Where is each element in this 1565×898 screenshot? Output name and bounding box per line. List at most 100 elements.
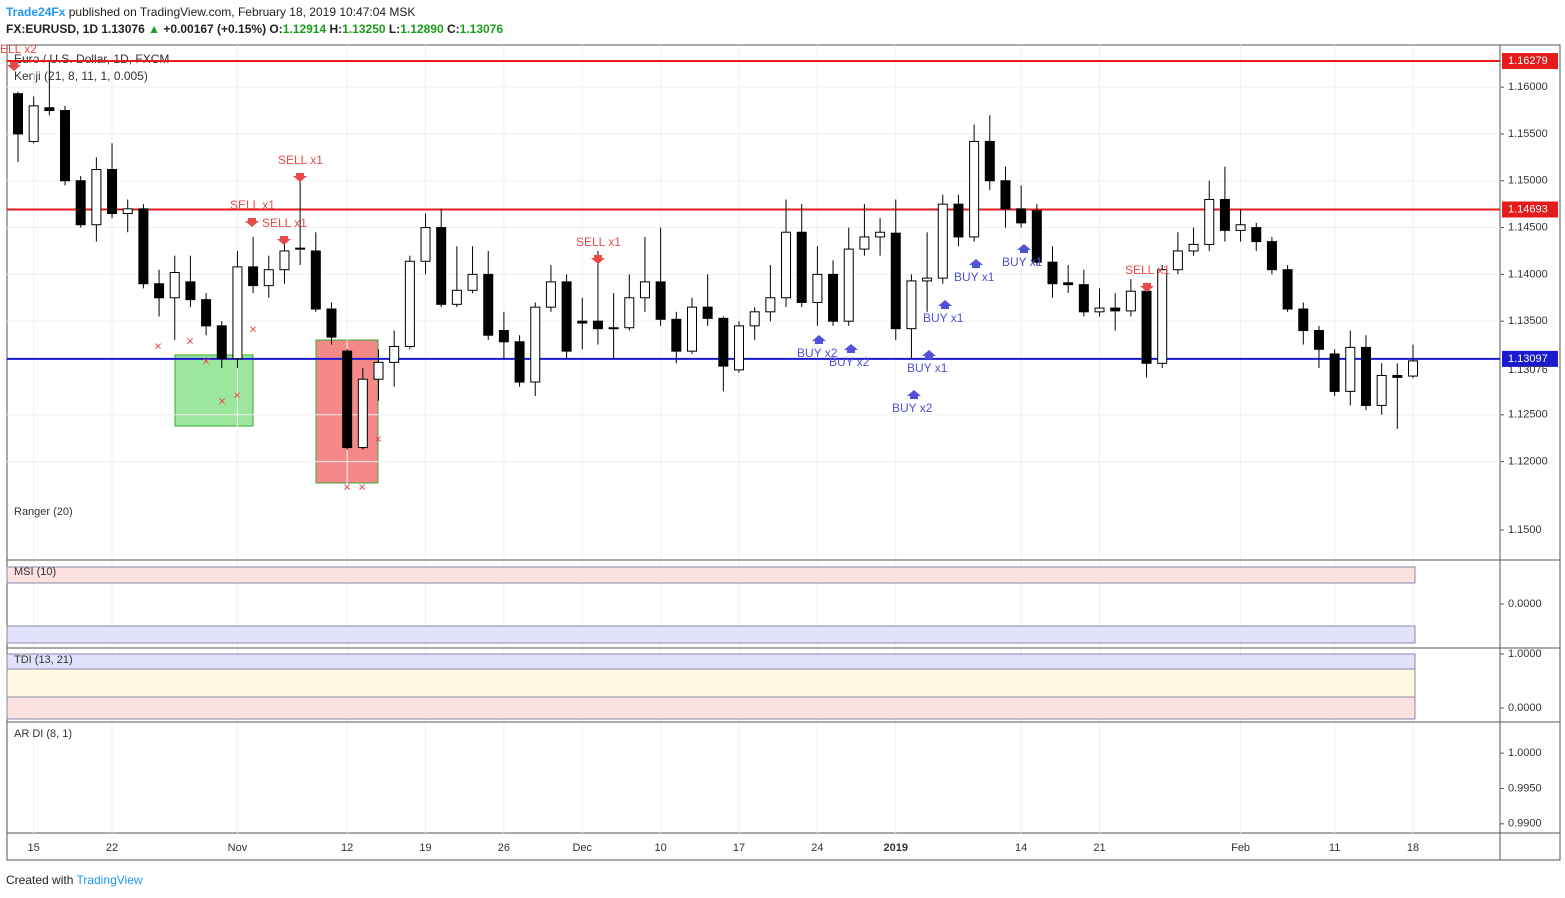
signal-label: BUY x1 xyxy=(923,311,964,325)
candle-body xyxy=(1266,241,1277,271)
candle-body xyxy=(420,227,431,262)
candle-body xyxy=(875,231,886,238)
candle-body xyxy=(357,378,368,449)
candle-body xyxy=(655,281,666,320)
candle-body xyxy=(138,208,149,285)
x-tick-label: 22 xyxy=(106,842,118,854)
x-tick-label: 10 xyxy=(655,842,667,854)
candle-body xyxy=(326,308,337,338)
y-tick-label: 0.0000 xyxy=(1508,702,1542,714)
signal-label: BUY x2 xyxy=(892,401,933,415)
cross-mark: × xyxy=(233,387,241,402)
ohlc-label: H: xyxy=(329,22,343,36)
candle-body xyxy=(1345,346,1356,392)
candle-body xyxy=(1000,180,1011,210)
indicator-title: Kenji (21, 8, 11, 1, 0.005) xyxy=(14,69,148,83)
level-label: 1.13097 xyxy=(1508,353,1548,365)
last-price-label: 1.13076 xyxy=(1508,364,1548,376)
candle-body xyxy=(310,250,321,310)
x-tick-label: 17 xyxy=(733,842,745,854)
signal-label: SELL x2 xyxy=(0,42,37,56)
y-tick-label: 1.0000 xyxy=(1508,747,1542,759)
cross-mark: × xyxy=(343,479,351,494)
level-label: 1.16279 xyxy=(1508,55,1548,67)
y-tick-label: 1.13500 xyxy=(1508,315,1548,327)
candle-body xyxy=(1313,330,1324,350)
ohlc-label: C: xyxy=(446,22,460,36)
x-tick-label: Feb xyxy=(1231,842,1250,854)
candle-body xyxy=(1141,290,1152,364)
candle-body xyxy=(561,281,572,352)
level-label-bg xyxy=(1502,201,1558,218)
ohlc-value: 1.12890 xyxy=(400,22,444,36)
candle-body xyxy=(906,280,917,330)
signal-arrow xyxy=(1017,244,1031,253)
candle-body xyxy=(592,320,603,330)
candle-body xyxy=(169,272,180,299)
candle-body xyxy=(953,203,964,238)
candle-body xyxy=(28,105,39,142)
candle-body xyxy=(781,231,792,299)
panel-band xyxy=(6,625,1416,644)
symbol: FX:EURUSD, 1D xyxy=(6,22,99,36)
signal-label: BUY x2 xyxy=(829,355,870,369)
candle-body xyxy=(1188,243,1199,252)
candle-body xyxy=(1251,227,1262,243)
candle-body xyxy=(1408,360,1418,377)
candle-body xyxy=(671,318,682,352)
candle-body xyxy=(639,281,650,299)
signal-label: SELL x1 xyxy=(262,216,307,230)
candle-body xyxy=(686,306,697,352)
panel-title: Ranger (20) xyxy=(14,506,73,518)
candle-body xyxy=(843,248,854,322)
signal-label: SELL x1 xyxy=(278,153,323,167)
candle-body xyxy=(1063,282,1074,286)
candle-body xyxy=(765,297,776,313)
y-tick-label: 0.9950 xyxy=(1508,782,1542,794)
candle-body xyxy=(828,273,839,322)
signal-label: SELL x1 xyxy=(230,198,275,212)
ohlc-label: O: xyxy=(269,22,283,36)
candle-body xyxy=(1110,307,1121,312)
candle-body xyxy=(1360,346,1371,406)
zone-box xyxy=(174,354,254,427)
candle-body xyxy=(1376,374,1387,406)
candle-body xyxy=(969,140,980,238)
panel-band xyxy=(6,566,1416,584)
signal-arrow xyxy=(812,335,826,344)
created: Created with xyxy=(6,873,74,887)
candle-body xyxy=(232,266,243,360)
published: published on TradingView.com, February 1… xyxy=(68,5,416,19)
signal-arrow xyxy=(1140,283,1154,292)
candle-body xyxy=(577,320,588,324)
brand: TradingView xyxy=(76,873,143,887)
candle-body xyxy=(436,227,447,305)
ohlc-value: 1.12914 xyxy=(282,22,327,36)
x-tick-label: 19 xyxy=(419,842,431,854)
x-tick-label: 21 xyxy=(1093,842,1105,854)
candle-body xyxy=(1078,284,1089,313)
cross-mark: × xyxy=(186,333,194,348)
panel-band xyxy=(6,653,1416,670)
candle-body xyxy=(1204,198,1215,245)
y-tick-label: 1.15500 xyxy=(1508,128,1548,140)
panel-title: AR DI (8, 1) xyxy=(14,728,72,740)
signal-arrow xyxy=(922,350,936,359)
candle-body xyxy=(734,325,745,371)
candle-body xyxy=(279,250,290,271)
candle-body xyxy=(1282,269,1293,310)
x-tick-label: 15 xyxy=(28,842,40,854)
cross-mark: × xyxy=(154,338,162,353)
signal-arrow xyxy=(907,390,921,399)
candle-body xyxy=(44,107,55,112)
level-label: 1.14693 xyxy=(1508,203,1548,215)
signal-arrow xyxy=(969,259,983,268)
signal-label: BUY x1 xyxy=(1002,255,1043,269)
chart-title: Euro / U.S. Dollar, 1D, FXCM xyxy=(14,52,169,66)
y-tick-label: 1.12000 xyxy=(1508,456,1548,468)
candle-body xyxy=(373,361,384,380)
x-tick-label: 11 xyxy=(1329,842,1340,854)
ohlc-value: 1.13250 xyxy=(342,22,386,36)
candle-body xyxy=(1235,224,1246,231)
candle-body xyxy=(154,283,165,299)
